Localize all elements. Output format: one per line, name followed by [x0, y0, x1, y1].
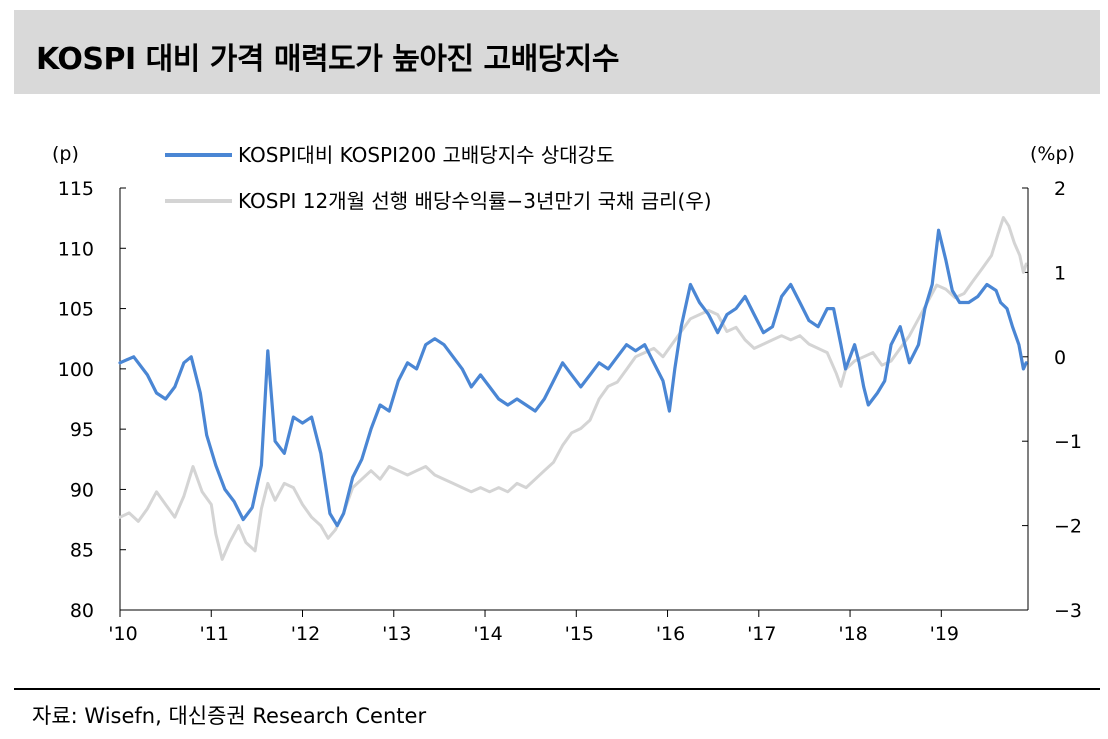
left-tick-label: 105: [58, 299, 94, 321]
right-tick-label: 1: [1054, 262, 1066, 284]
spread-series-line: [118, 216, 1028, 561]
left-tick-label: 100: [58, 359, 94, 381]
x-tick-label: '15: [565, 623, 594, 645]
title-bar: KOSPI 대비 가격 매력도가 높아진 고배당지수: [14, 10, 1100, 94]
right-tick-label: −1: [1054, 431, 1082, 453]
x-tick-label: '17: [747, 623, 776, 645]
x-tick-label: '12: [291, 623, 320, 645]
axes: 115 110 105 100 95 90 85 80 2 1 0 −1 −2 −3 '10 '11 '12 '1…: [52, 143, 1082, 645]
legend-label: KOSPI대비 KOSPI200 고배당지수 상대강도: [238, 143, 614, 167]
x-tick-label: '11: [200, 623, 229, 645]
legend-label: KOSPI 12개월 선행 배당수익률−3년만기 국채 금리(우): [238, 189, 712, 213]
x-tick-label: '16: [656, 623, 685, 645]
source-divider: [14, 688, 1100, 690]
series-layer: [118, 216, 1028, 561]
left-tick-label: 110: [58, 238, 94, 260]
x-tick-label: '10: [108, 623, 137, 645]
chart-title: KOSPI 대비 가격 매력도가 높아진 고배당지수: [36, 42, 619, 77]
source-note: 자료: Wisefn, 대신증권 Research Center: [32, 704, 427, 728]
x-tick-label: '18: [838, 623, 867, 645]
legend: KOSPI대비 KOSPI200 고배당지수 상대강도 KOSPI 12개월 선행…: [165, 143, 712, 213]
left-tick-label: 80: [70, 600, 94, 622]
right-tick-label: 2: [1054, 178, 1066, 200]
left-tick-label: 90: [70, 479, 94, 501]
right-tick-label: −3: [1054, 600, 1082, 622]
left-axis-unit: (p): [52, 143, 79, 165]
left-tick-label: 95: [70, 419, 94, 441]
chart: 115 110 105 100 95 90 85 80 2 1 0 −1 −2 −3 '10 '11 '12 '1…: [52, 143, 1082, 645]
left-tick-label: 115: [58, 178, 94, 200]
right-tick-label: 0: [1054, 347, 1066, 369]
left-tick-label: 85: [70, 540, 94, 562]
right-tick-label: −2: [1054, 516, 1082, 538]
x-tick-label: '13: [382, 623, 411, 645]
x-tick-label: '14: [473, 623, 502, 645]
x-tick-label: '19: [930, 623, 959, 645]
right-axis-unit: (%p): [1030, 143, 1075, 165]
relative-strength-series-line: [118, 228, 1028, 528]
